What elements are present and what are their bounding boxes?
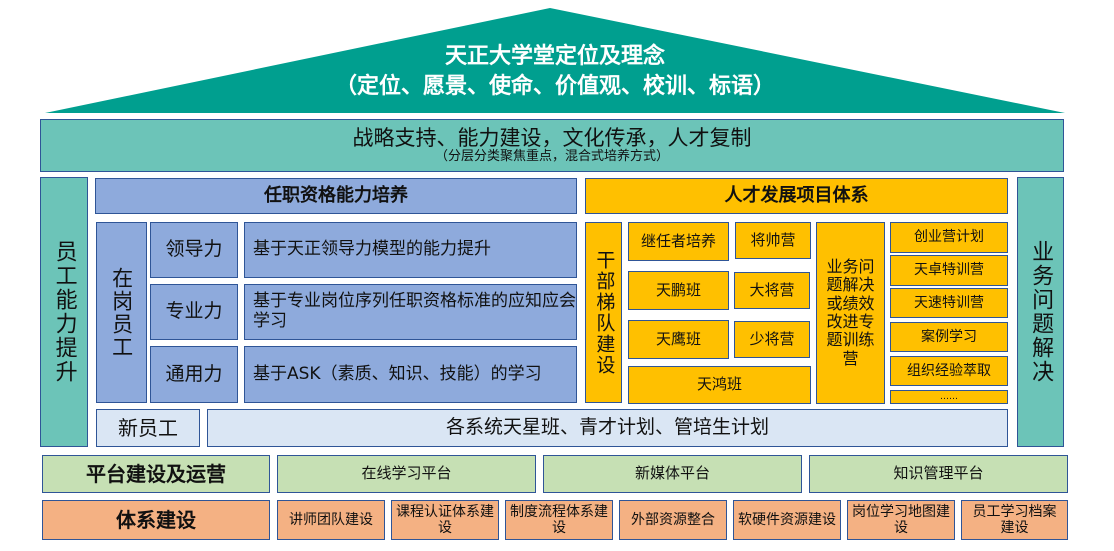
strategy-band: 战略支持、能力建设，文化传承，人才复制 （分层分类聚焦重点，混合式培养方式） [40,119,1064,172]
business-camp: 业务问题解决或绩效改进专题训练营 [816,222,885,404]
roof [45,8,1065,113]
system-learning-map: 岗位学习地图建设 [847,500,955,540]
new-staff-desc: 各系统天星班、青才计划、管培生计划 [207,409,1008,447]
platform-knowledge: 知识管理平台 [809,455,1068,493]
roof-subtitle: （定位、愿景、使命、价值观、校训、标语） [334,74,775,99]
program-tianzhuo: 天卓特训营 [890,255,1008,286]
program-major-general: 大将营 [734,272,810,309]
program-tianpeng: 天鹏班 [628,271,729,310]
program-tianying: 天鹰班 [628,320,729,359]
professional-label: 专业力 [150,284,238,340]
general-desc: 基于ASK（素质、知识、技能）的学习 [244,346,577,403]
program-minor-general: 少将营 [734,321,810,358]
platform-label: 平台建设及运营 [42,455,270,493]
talent-header: 人才发展项目体系 [585,178,1008,214]
roof-text: 天正大学堂定位及理念 （定位、愿景、使命、价值观、校训、标语） [250,42,860,102]
leadership-desc: 基于天正领导力模型的能力提升 [244,222,577,278]
onjob-staff: 在岗员工 [96,222,147,403]
strategy-subtitle: （分层分类聚焦重点，混合式培养方式） [434,149,669,165]
new-staff-label: 新员工 [96,409,200,447]
strategy-title: 战略支持、能力建设，文化传承，人才复制 [352,125,752,150]
system-resources: 软硬件资源建设 [733,500,841,540]
system-records: 员工学习档案建设 [961,500,1068,540]
system-label: 体系建设 [42,500,270,540]
left-pillar: 员工能力提升 [40,177,88,447]
program-tiansu: 天速特训营 [890,288,1008,318]
leadership-label: 领导力 [150,222,238,278]
roof-title: 天正大学堂定位及理念 [444,44,665,69]
program-more: …… [890,390,1008,404]
program-general-camp: 将帅营 [735,222,811,259]
program-successor: 继任者培养 [628,222,729,261]
platform-online: 在线学习平台 [277,455,536,493]
program-tianhong: 天鸿班 [628,366,811,404]
system-course: 课程认证体系建设 [391,500,499,540]
qualification-header: 任职资格能力培养 [95,178,577,214]
platform-new-media: 新媒体平台 [543,455,802,493]
right-pillar: 业务问题解决 [1017,177,1064,447]
system-lecturer: 讲师团队建设 [277,500,385,540]
general-label: 通用力 [150,346,238,403]
program-case-study: 案例学习 [890,322,1008,352]
system-process: 制度流程体系建设 [505,500,613,540]
professional-desc: 基于专业岗位序列任职资格标准的应知应会学习 [244,284,577,340]
cadre-pipeline: 干部梯队建设 [585,222,622,403]
system-external: 外部资源整合 [619,500,727,540]
program-experience: 组织经验萃取 [890,356,1008,386]
program-startup: 创业营计划 [890,222,1008,253]
